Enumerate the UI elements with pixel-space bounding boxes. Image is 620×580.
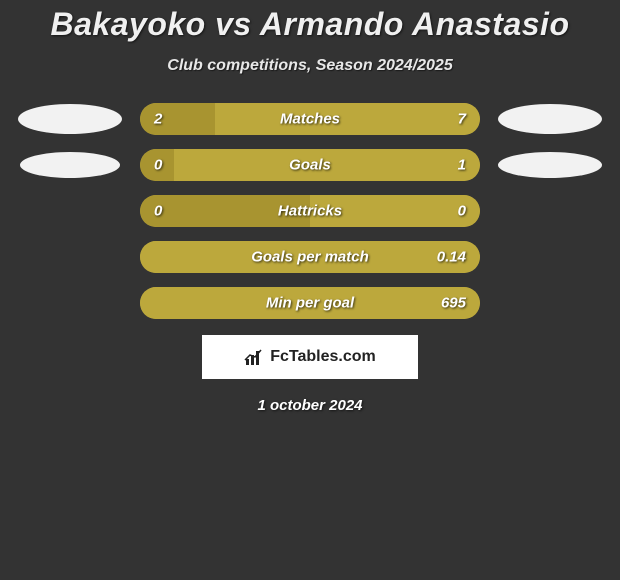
- stat-label: Goals: [289, 157, 331, 174]
- stat-bar: Goals per match 0.14: [140, 241, 480, 273]
- stat-label: Hattricks: [278, 203, 342, 220]
- team-badge-left: [18, 104, 122, 134]
- stat-bar: Min per goal 695: [140, 287, 480, 319]
- chart-icon: [244, 348, 264, 366]
- stat-value-right: 7: [458, 111, 466, 128]
- stat-bar: 0 Goals 1: [140, 149, 480, 181]
- stat-row: Min per goal 695: [0, 287, 620, 319]
- stat-value-left: 0: [154, 157, 162, 174]
- source-logo: FcTables.com: [202, 335, 418, 379]
- stat-row: 0 Goals 1: [0, 149, 620, 181]
- stat-value-right: 695: [441, 295, 466, 312]
- stat-row: Goals per match 0.14: [0, 241, 620, 273]
- subtitle: Club competitions, Season 2024/2025: [0, 57, 620, 75]
- badge-col-left: [0, 104, 140, 134]
- stats-container: 2 Matches 7 0 Goals 1 0 Hattricks 0 Goals per mat…: [0, 103, 620, 319]
- badge-col-right: [480, 152, 620, 178]
- stat-value-right: 0: [458, 203, 466, 220]
- badge-col-right: [480, 104, 620, 134]
- stat-value-left: 2: [154, 111, 162, 128]
- team-badge-left: [20, 152, 120, 178]
- stat-value-right: 0.14: [437, 249, 466, 266]
- stat-label: Matches: [280, 111, 340, 128]
- logo-text: FcTables.com: [270, 348, 376, 366]
- stat-label: Goals per match: [251, 249, 369, 266]
- date-label: 1 october 2024: [0, 397, 620, 414]
- stat-label: Min per goal: [266, 295, 354, 312]
- team-badge-right: [498, 152, 602, 178]
- stat-row: 0 Hattricks 0: [0, 195, 620, 227]
- stat-bar: 2 Matches 7: [140, 103, 480, 135]
- stat-value-right: 1: [458, 157, 466, 174]
- bar-left-segment: [140, 103, 215, 135]
- team-badge-right: [498, 104, 602, 134]
- badge-col-left: [0, 152, 140, 178]
- stat-value-left: 0: [154, 203, 162, 220]
- page-title: Bakayoko vs Armando Anastasio: [0, 6, 620, 43]
- stat-bar: 0 Hattricks 0: [140, 195, 480, 227]
- bar-right-segment: [215, 103, 480, 135]
- stat-row: 2 Matches 7: [0, 103, 620, 135]
